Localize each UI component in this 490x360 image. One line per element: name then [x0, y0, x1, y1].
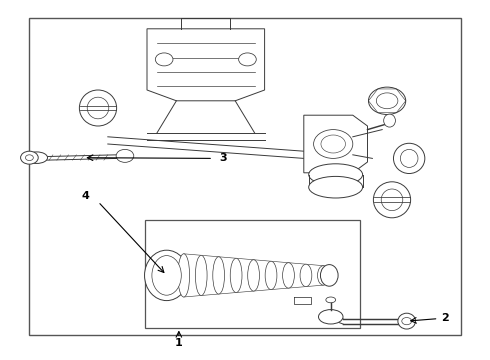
Circle shape	[402, 318, 412, 325]
Ellipse shape	[79, 90, 117, 126]
Ellipse shape	[26, 152, 48, 163]
Text: 4: 4	[82, 191, 90, 201]
Bar	[29, 18, 461, 335]
Polygon shape	[147, 29, 265, 101]
Ellipse shape	[381, 189, 403, 211]
Ellipse shape	[283, 263, 294, 288]
Ellipse shape	[87, 97, 109, 119]
Ellipse shape	[152, 256, 181, 295]
Polygon shape	[304, 115, 368, 173]
Circle shape	[239, 53, 256, 66]
Circle shape	[155, 53, 173, 66]
Ellipse shape	[145, 250, 189, 301]
Text: 1: 1	[175, 338, 183, 348]
Text: 3: 3	[220, 153, 227, 163]
Ellipse shape	[265, 261, 277, 289]
Ellipse shape	[318, 266, 329, 285]
Ellipse shape	[309, 164, 363, 185]
Ellipse shape	[213, 257, 224, 294]
Bar	[145, 220, 360, 328]
Ellipse shape	[384, 114, 395, 127]
Ellipse shape	[400, 149, 418, 167]
Circle shape	[25, 155, 33, 161]
Ellipse shape	[393, 143, 425, 174]
Ellipse shape	[373, 182, 411, 218]
Ellipse shape	[398, 313, 416, 329]
Ellipse shape	[320, 265, 338, 286]
Ellipse shape	[248, 260, 260, 291]
Ellipse shape	[196, 255, 207, 296]
Ellipse shape	[368, 87, 406, 114]
Ellipse shape	[326, 297, 336, 303]
Ellipse shape	[318, 310, 343, 324]
Ellipse shape	[376, 93, 398, 109]
Ellipse shape	[116, 149, 134, 162]
Circle shape	[21, 151, 38, 164]
Ellipse shape	[300, 264, 312, 287]
Ellipse shape	[314, 130, 353, 158]
Ellipse shape	[321, 135, 345, 153]
Ellipse shape	[230, 258, 242, 293]
Ellipse shape	[178, 254, 190, 297]
Ellipse shape	[309, 176, 363, 198]
Text: 2: 2	[441, 312, 449, 323]
